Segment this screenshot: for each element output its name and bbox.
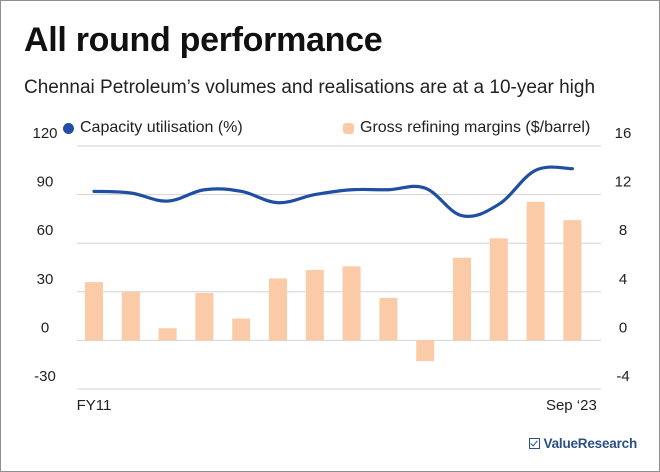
gross-refining-margin-bar: [195, 293, 214, 341]
gross-refining-margin-bar: [379, 297, 398, 341]
gross-refining-margin-bar: [121, 291, 140, 341]
y-right-tick-label: 16: [615, 125, 632, 142]
y-left-tick-label: 90: [37, 174, 54, 191]
checkbox-logo-icon: [528, 438, 540, 449]
legend-label: Capacity utilisation (%): [80, 119, 243, 136]
y-left-tick-label: 0: [41, 319, 49, 336]
legend-line-swatch: [63, 122, 74, 134]
legend-label: Gross refining margins ($/barrel): [360, 119, 591, 136]
y-right-tick-label: 12: [615, 174, 632, 191]
x-axis-label-first: FY11: [77, 397, 112, 414]
y-right-tick-label: -4: [616, 368, 629, 385]
y-left-tick-label: 30: [37, 271, 54, 288]
gross-refining-margin-bar: [453, 257, 471, 341]
x-axis-label-last: Sep ‘23: [546, 397, 597, 414]
y-right-tick-label: 0: [619, 319, 627, 336]
y-right-tick-label: 8: [619, 222, 627, 239]
legend-bar-swatch: [343, 122, 354, 134]
y-left-tick-label: 120: [32, 125, 57, 142]
gross-refining-margin-bar: [489, 238, 508, 341]
gross-refining-margin-bar: [416, 340, 435, 362]
gross-refining-margin-bar: [563, 220, 582, 341]
gross-refining-margin-bar: [526, 201, 545, 341]
chart-title: All round performance: [24, 21, 383, 59]
brand-name: ValueResearch: [543, 436, 638, 451]
y-left-tick-label: -30: [34, 368, 56, 385]
gross-refining-margin-bar: [269, 278, 287, 341]
gross-refining-margin-bar: [342, 266, 361, 341]
chart-subtitle: Chennai Petroleum’s volumes and realisat…: [24, 77, 596, 98]
gross-refining-margin-bar: [305, 269, 324, 341]
legend-item-capacity-utilisation: Capacity utilisation (%): [63, 119, 243, 137]
gross-refining-margin-bar: [158, 328, 177, 341]
gross-refining-margin-bar: [85, 282, 103, 341]
capacity-utilisation-line: [92, 165, 574, 218]
legend-item-gross-refining-margins: Gross refining margins ($/barrel): [343, 119, 590, 137]
gross-refining-margin-bar: [232, 318, 251, 341]
y-left-tick-label: 60: [37, 222, 54, 239]
y-right-tick-label: 4: [619, 271, 627, 288]
value-research-logo: ValueResearch: [528, 436, 638, 451]
